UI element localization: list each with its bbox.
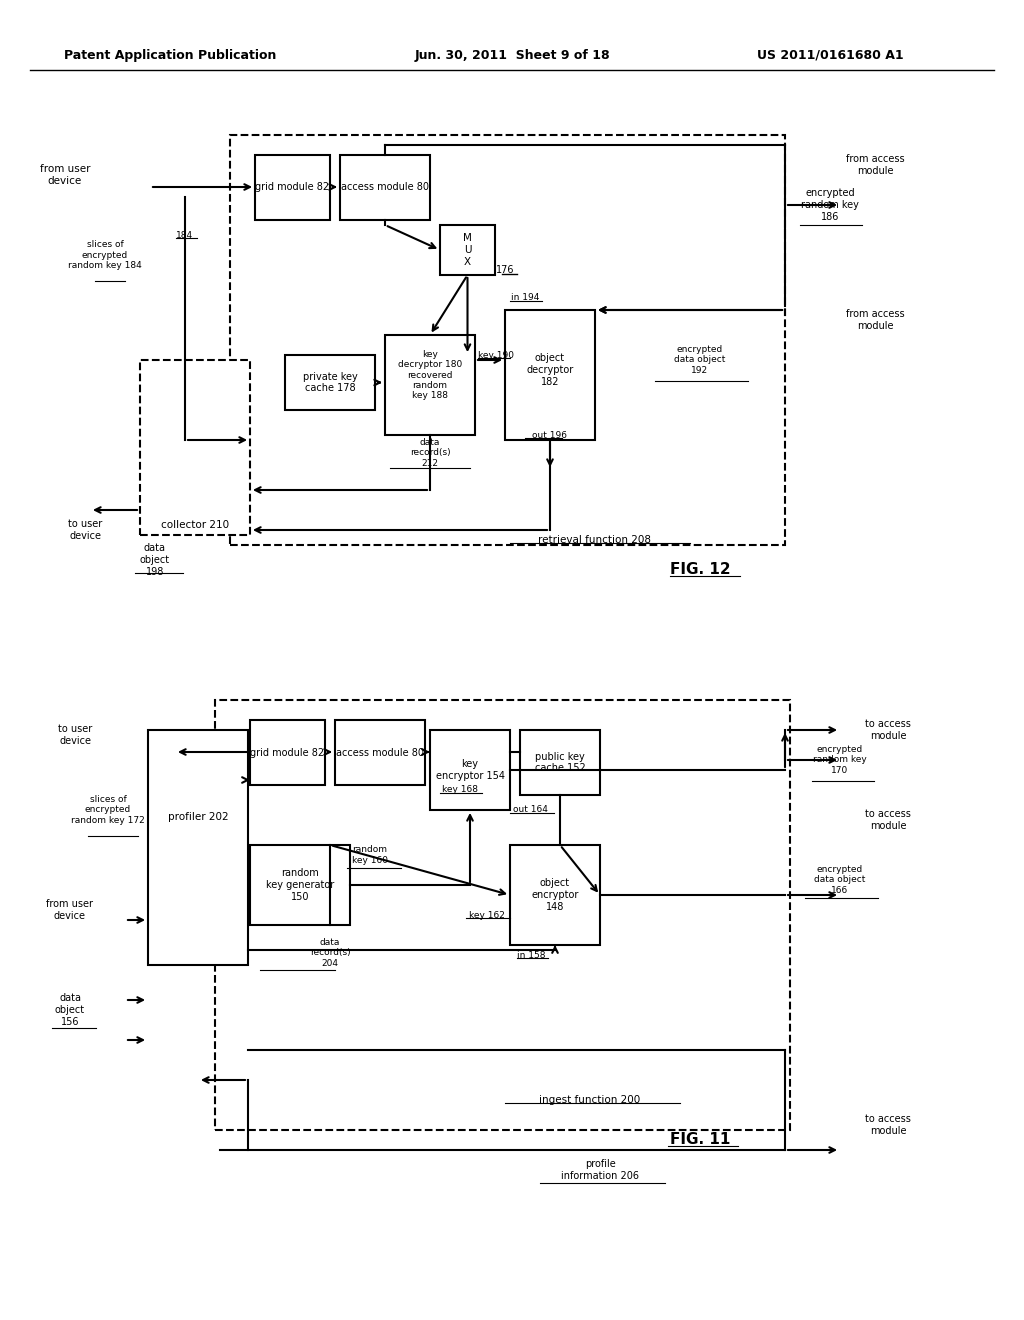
FancyBboxPatch shape	[230, 135, 785, 545]
FancyBboxPatch shape	[505, 310, 595, 440]
Text: data
record(s)
204: data record(s) 204	[309, 939, 350, 968]
Text: public key
cache 152: public key cache 152	[535, 751, 586, 774]
FancyBboxPatch shape	[148, 730, 248, 965]
Text: to access
module: to access module	[865, 1114, 911, 1135]
Text: object
encryptor
148: object encryptor 148	[531, 878, 579, 912]
Text: in 194: in 194	[511, 293, 540, 302]
Text: random
key generator
150: random key generator 150	[266, 869, 334, 902]
FancyBboxPatch shape	[215, 700, 790, 1130]
Text: FIG. 11: FIG. 11	[670, 1133, 730, 1147]
FancyBboxPatch shape	[255, 154, 330, 220]
FancyBboxPatch shape	[250, 845, 350, 925]
Text: data
object
156: data object 156	[55, 994, 85, 1027]
FancyBboxPatch shape	[385, 335, 475, 436]
Text: slices of
encrypted
random key 184: slices of encrypted random key 184	[69, 240, 142, 269]
FancyBboxPatch shape	[510, 845, 600, 945]
Text: key 162: key 162	[469, 911, 505, 920]
Text: access module 80: access module 80	[336, 747, 424, 758]
Text: out 196: out 196	[532, 430, 567, 440]
FancyBboxPatch shape	[335, 719, 425, 785]
Text: key
decryptor 180
recovered
random
key 188: key decryptor 180 recovered random key 1…	[398, 350, 462, 400]
Text: key 190: key 190	[478, 351, 514, 359]
Text: profile
information 206: profile information 206	[561, 1159, 639, 1181]
Text: private key
cache 178: private key cache 178	[303, 372, 357, 393]
Text: access module 80: access module 80	[341, 182, 429, 193]
FancyBboxPatch shape	[285, 355, 375, 411]
FancyBboxPatch shape	[340, 154, 430, 220]
Text: encrypted
data object
166: encrypted data object 166	[814, 865, 865, 895]
Text: in 158: in 158	[517, 950, 546, 960]
Text: data
object
198: data object 198	[140, 544, 170, 577]
Text: from access
module: from access module	[846, 154, 904, 176]
Text: collector 210: collector 210	[161, 520, 229, 531]
Text: grid module 82: grid module 82	[251, 747, 325, 758]
Text: 176: 176	[496, 265, 514, 275]
Text: object
decryptor
182: object decryptor 182	[526, 354, 573, 387]
Text: from user
device: from user device	[46, 899, 93, 921]
Text: from access
module: from access module	[846, 309, 904, 331]
Text: Patent Application Publication: Patent Application Publication	[63, 49, 276, 62]
Text: to user
device: to user device	[68, 519, 102, 541]
Text: Jun. 30, 2011  Sheet 9 of 18: Jun. 30, 2011 Sheet 9 of 18	[414, 49, 610, 62]
FancyBboxPatch shape	[440, 224, 495, 275]
FancyBboxPatch shape	[140, 360, 250, 535]
FancyBboxPatch shape	[430, 730, 510, 810]
Text: ingest function 200: ingest function 200	[540, 1096, 641, 1105]
Text: grid module 82: grid module 82	[255, 182, 330, 193]
Text: to access
module: to access module	[865, 809, 911, 830]
Text: 184: 184	[176, 231, 194, 239]
FancyBboxPatch shape	[250, 719, 325, 785]
Text: out 164: out 164	[513, 805, 548, 814]
Text: slices of
encrypted
random key 172: slices of encrypted random key 172	[71, 795, 144, 825]
Text: FIG. 12: FIG. 12	[670, 562, 730, 578]
Text: key 168: key 168	[442, 785, 478, 795]
Text: encrypted
data object
192: encrypted data object 192	[675, 345, 726, 375]
Text: US 2011/0161680 A1: US 2011/0161680 A1	[757, 49, 903, 62]
Text: encrypted
random key
186: encrypted random key 186	[801, 189, 859, 222]
Text: to access
module: to access module	[865, 719, 911, 741]
Text: to user
device: to user device	[58, 725, 92, 746]
Text: key
encryptor 154: key encryptor 154	[435, 759, 505, 781]
Text: random
key 160: random key 160	[352, 845, 388, 865]
FancyBboxPatch shape	[520, 730, 600, 795]
Text: from user
device: from user device	[40, 164, 90, 186]
Text: encrypted
random key
170: encrypted random key 170	[813, 744, 867, 775]
Text: data
record(s)
212: data record(s) 212	[410, 438, 451, 467]
Text: retrieval function 208: retrieval function 208	[539, 535, 651, 545]
Text: M
U
X: M U X	[463, 234, 472, 267]
Text: profiler 202: profiler 202	[168, 813, 228, 822]
